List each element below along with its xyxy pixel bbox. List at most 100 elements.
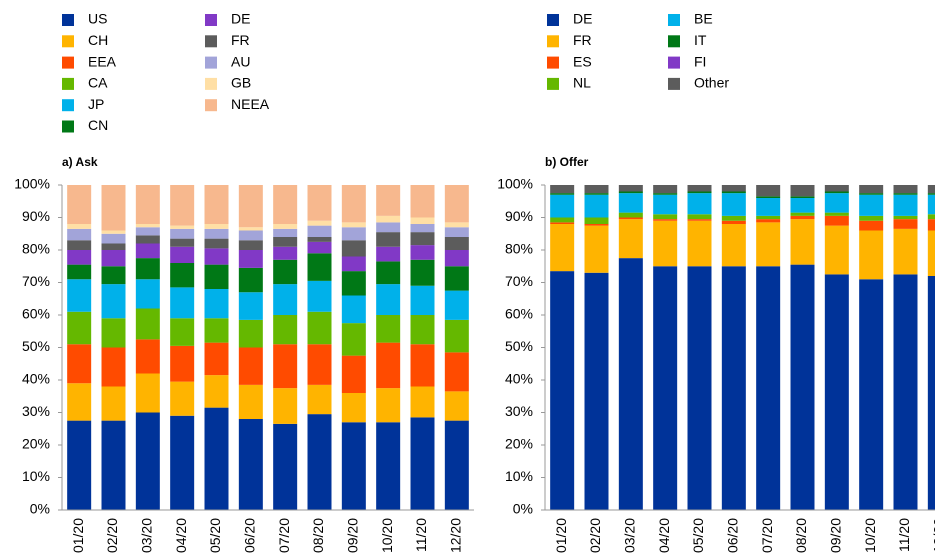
legend-swatch xyxy=(62,14,74,26)
bar-segment xyxy=(410,232,435,246)
x-tick-label: 10/20 xyxy=(862,518,878,553)
legend-swatch xyxy=(62,56,74,69)
legend-swatch xyxy=(547,35,559,48)
legend-label: FI xyxy=(694,53,706,69)
legend-label: IT xyxy=(694,32,707,48)
x-tick-label: 08/20 xyxy=(793,518,809,553)
bar-segment xyxy=(170,345,195,382)
bar-segment xyxy=(653,214,678,220)
bar-segment xyxy=(273,388,298,424)
bar-segment xyxy=(67,250,92,265)
bar-segment xyxy=(687,266,712,510)
bar-segment xyxy=(341,240,366,257)
bar-segment xyxy=(101,185,126,231)
bar-segment xyxy=(135,227,160,236)
bar-segment xyxy=(67,264,92,280)
bar-segment xyxy=(273,228,298,237)
legend-label: CA xyxy=(88,75,108,91)
bar-segment xyxy=(67,240,92,250)
bar-segment xyxy=(790,264,815,510)
bar-segment xyxy=(444,266,469,291)
bar-segment xyxy=(790,215,815,220)
bar-segment xyxy=(410,224,435,233)
legend-swatch xyxy=(668,35,680,48)
bar-segment xyxy=(101,420,126,510)
bar-segment xyxy=(444,227,469,237)
bar-segment xyxy=(584,217,609,224)
bar-segment xyxy=(135,224,160,228)
legend-label: DE xyxy=(231,11,250,27)
bar-segment xyxy=(376,222,401,233)
bar-segment xyxy=(618,217,643,220)
bar-segment xyxy=(135,243,160,259)
bar-segment xyxy=(824,215,849,226)
bar-segment xyxy=(135,308,160,340)
bar-segment xyxy=(824,225,849,275)
bar-segment xyxy=(67,228,92,241)
bar-segment xyxy=(376,315,401,343)
legend-label: US xyxy=(88,11,107,27)
x-tick-label: 02/20 xyxy=(104,518,120,553)
bar-segment xyxy=(893,228,918,275)
bar-segment xyxy=(756,198,781,216)
bar-segment xyxy=(653,266,678,510)
bar-segment xyxy=(790,198,815,213)
bar-segment xyxy=(67,420,92,510)
bar-segment xyxy=(550,185,575,194)
bar-segment xyxy=(410,185,435,218)
bar-segment xyxy=(824,212,849,216)
bar-segment xyxy=(550,193,575,195)
bar-segment xyxy=(273,259,298,285)
bar-segment xyxy=(687,193,712,215)
bar-segment xyxy=(550,222,575,224)
bar-segment xyxy=(204,185,229,224)
bar-segment xyxy=(341,295,366,324)
bar-segment xyxy=(859,220,884,231)
bar-segment xyxy=(170,225,195,229)
bar-segment xyxy=(410,245,435,260)
bar-segment xyxy=(67,344,92,384)
bar-segment xyxy=(410,386,435,418)
bar-segment xyxy=(756,266,781,510)
legend-label: EEA xyxy=(88,53,117,69)
y-tick-label: 80% xyxy=(505,241,533,257)
bar-segment xyxy=(238,384,263,419)
legend-label: JP xyxy=(88,96,104,112)
bar-segment xyxy=(824,274,849,510)
x-tick-label: 07/20 xyxy=(276,518,292,553)
bar-segment xyxy=(444,185,469,223)
legend-label: NEEA xyxy=(231,96,270,112)
x-tick-label: 10/20 xyxy=(379,518,395,553)
bar-segment xyxy=(721,185,746,192)
bar-segment xyxy=(687,214,712,220)
bar-segment xyxy=(410,417,435,510)
bar-segment xyxy=(584,193,609,195)
legend-label: AU xyxy=(231,53,250,69)
bar-segment xyxy=(653,194,678,215)
bar-segment xyxy=(135,258,160,280)
bar-segment xyxy=(273,246,298,260)
legend-swatch xyxy=(62,99,74,112)
x-tick-label: 04/20 xyxy=(656,518,672,553)
y-tick-label: 10% xyxy=(505,468,533,484)
bar-segment xyxy=(376,388,401,423)
bar-segment xyxy=(376,422,401,510)
y-tick-label: 0% xyxy=(513,501,533,517)
bar-segment xyxy=(204,407,229,510)
bar-segment xyxy=(618,191,643,194)
bar-segment xyxy=(273,344,298,389)
legend-swatch xyxy=(547,14,559,26)
legend-swatch xyxy=(547,77,559,90)
bar-segment xyxy=(341,185,366,223)
bar-segment xyxy=(135,339,160,374)
bar-segment xyxy=(410,344,435,387)
y-tick-label: 20% xyxy=(505,436,533,452)
bar-segment xyxy=(341,393,366,423)
bar-segment xyxy=(376,215,401,223)
y-tick-label: 40% xyxy=(22,371,50,387)
bar-segment xyxy=(859,185,884,194)
bar-segment xyxy=(307,344,332,385)
x-tick-label: 01/20 xyxy=(70,518,86,553)
bar-segment xyxy=(410,217,435,224)
